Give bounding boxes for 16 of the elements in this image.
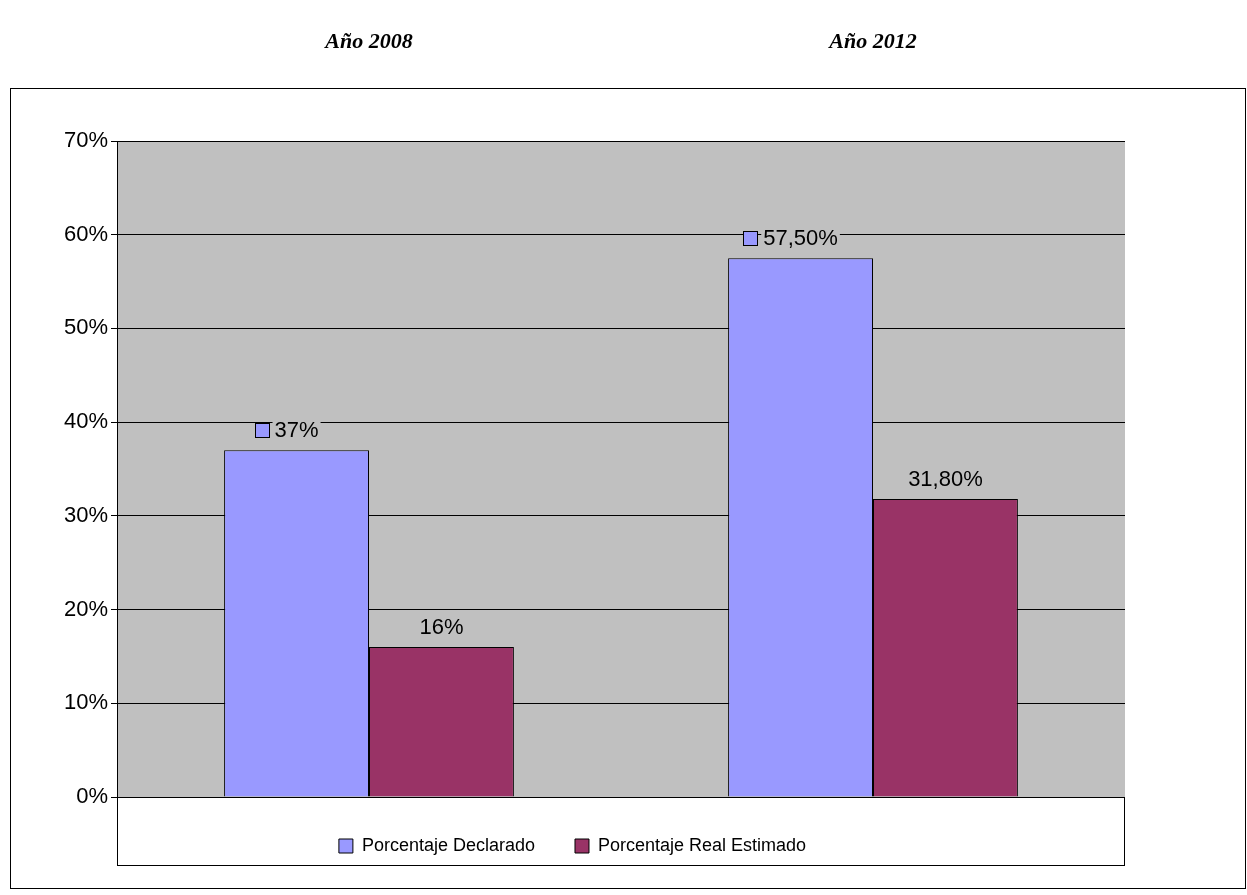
- y-tick-label: 50%: [63, 314, 108, 340]
- legend-label: Porcentaje Declarado: [361, 834, 536, 855]
- y-tick-label: 40%: [63, 408, 108, 434]
- y-tick-label: 0%: [76, 783, 108, 809]
- data-label: 16%: [419, 614, 464, 640]
- y-tick-label: 10%: [63, 689, 108, 715]
- y-tick-label: 60%: [63, 220, 108, 246]
- data-label: 37%: [274, 417, 319, 443]
- legend-label: Porcentaje Real Estimado: [598, 834, 807, 855]
- x-tick-label: Año 2008: [323, 28, 413, 54]
- data-label: 57,50%: [763, 225, 838, 251]
- x-tick-label: Año 2012: [827, 28, 917, 54]
- y-tick-label: 20%: [63, 595, 108, 621]
- y-tick-label: 70%: [63, 127, 108, 153]
- data-label: 31,80%: [908, 466, 983, 492]
- y-tick-label: 30%: [63, 501, 108, 527]
